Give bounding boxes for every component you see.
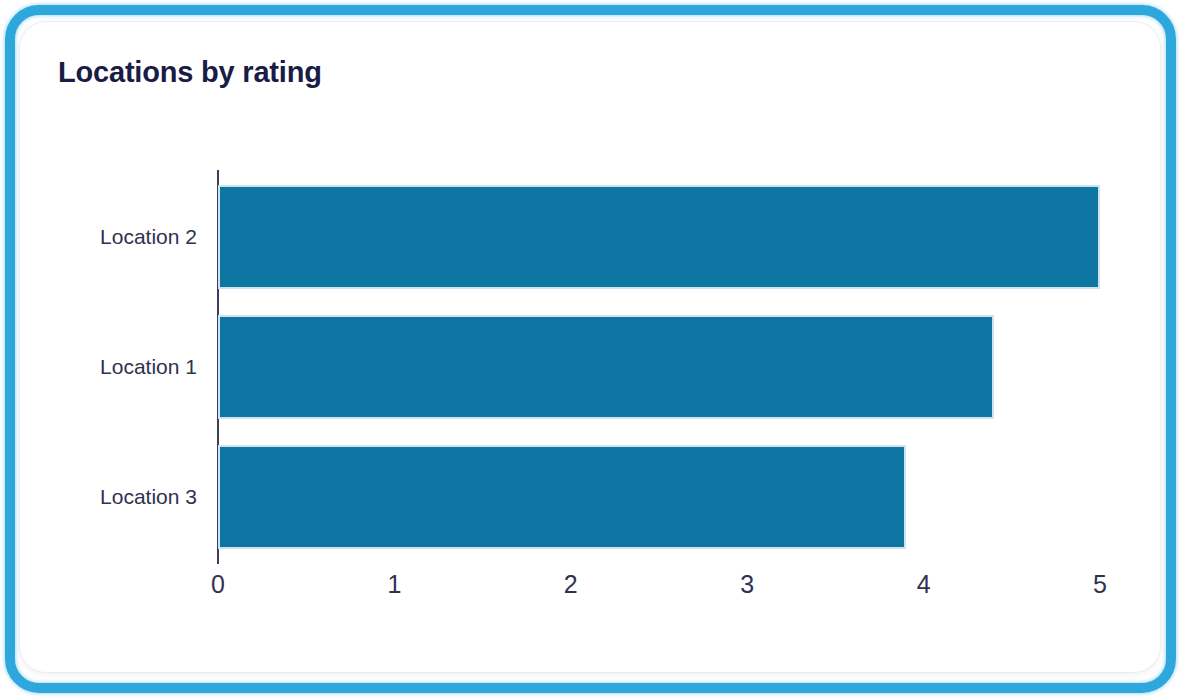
bar-track (218, 185, 1100, 289)
bar-row: Location 3 (20, 432, 1100, 562)
x-axis-tick-label: 0 (211, 570, 225, 599)
bar-location-2[interactable] (218, 185, 1100, 289)
chart-card: Locations by rating Location 2Location 1… (20, 22, 1160, 672)
x-axis-tick-label: 3 (740, 570, 754, 599)
bar-row: Location 1 (20, 302, 1100, 432)
category-label: Location 1 (20, 355, 218, 379)
x-axis-tick-label: 1 (387, 570, 401, 599)
category-label: Location 2 (20, 225, 218, 249)
x-axis-tick-label: 5 (1093, 570, 1107, 599)
category-label: Location 3 (20, 485, 218, 509)
bar-location-1[interactable] (218, 315, 994, 419)
bar-row: Location 2 (20, 172, 1100, 302)
x-axis-tick-label: 4 (917, 570, 931, 599)
x-axis-tick-label: 2 (564, 570, 578, 599)
bar-rows: Location 2 Location 1 Location 3 (20, 172, 1100, 562)
bar-chart: Location 2 Location 1 Location 3 0 1 2 3 4 5 (20, 22, 1160, 672)
x-axis: 0 1 2 3 4 5 (20, 570, 1160, 600)
bar-track (218, 315, 1100, 419)
bar-track (218, 445, 1100, 549)
bar-location-3[interactable] (218, 445, 906, 549)
